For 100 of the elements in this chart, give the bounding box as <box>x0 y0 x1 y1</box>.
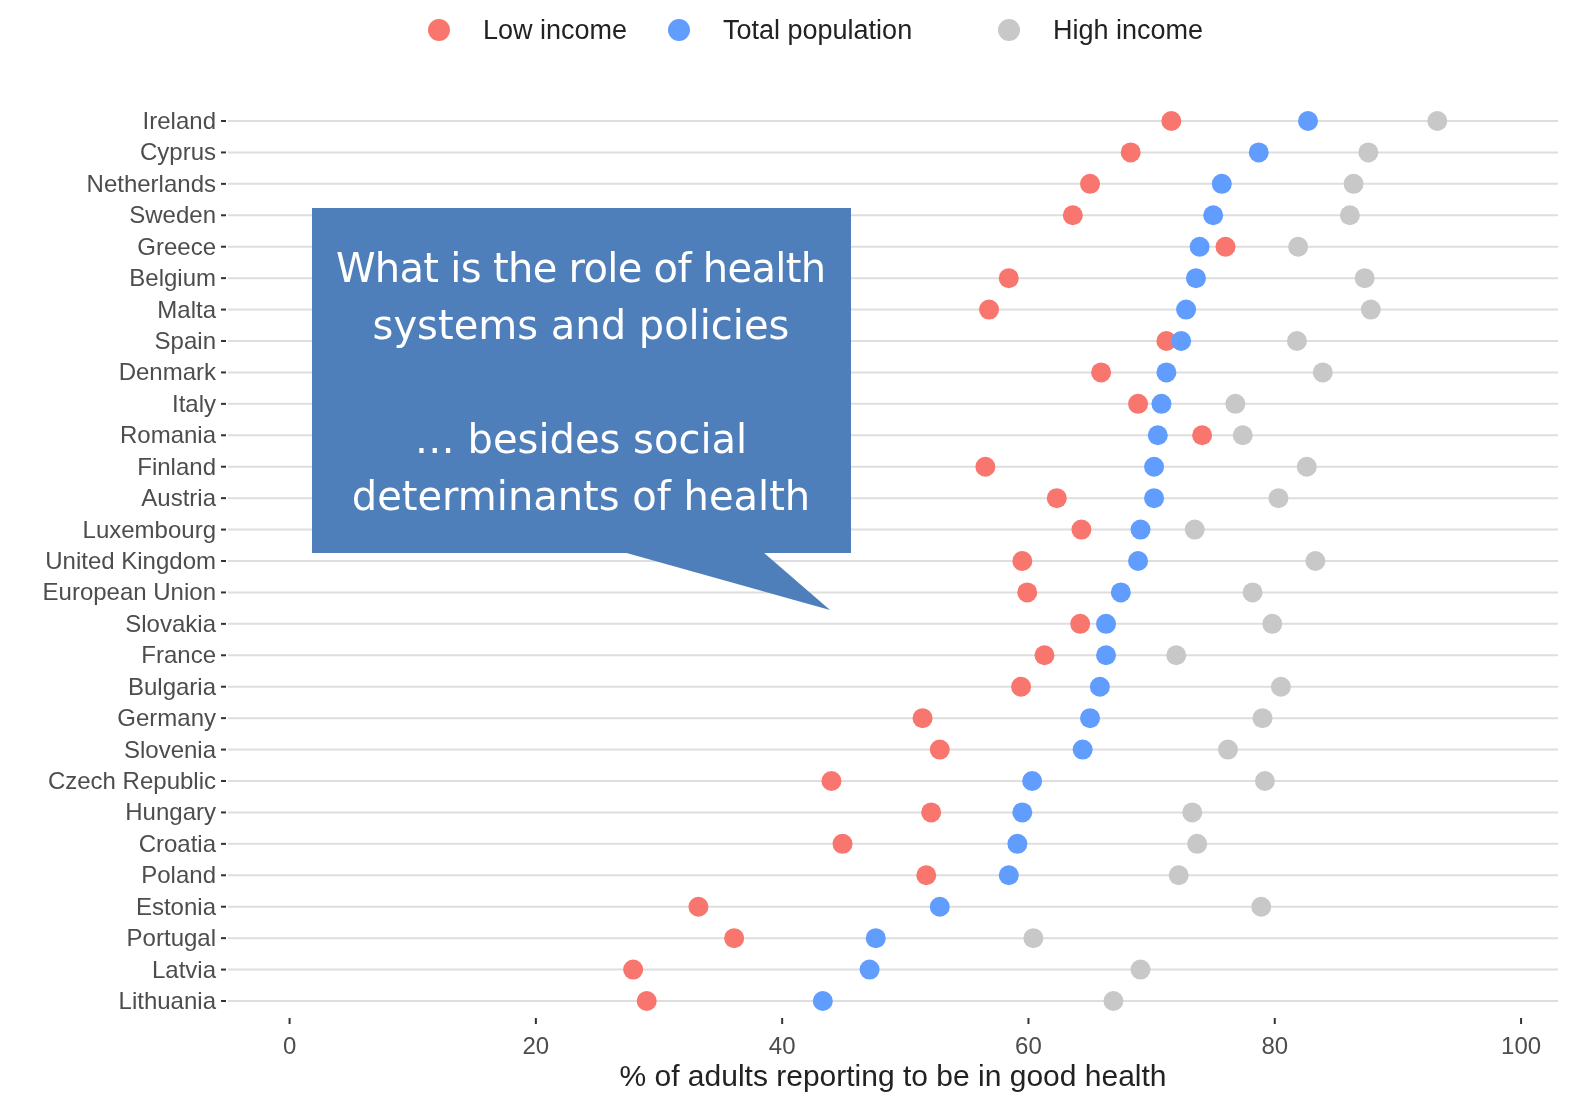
point <box>636 991 657 1011</box>
point <box>1046 488 1067 509</box>
x-tick-label: 0 <box>282 1032 297 1059</box>
point <box>1120 142 1141 163</box>
y-tick-label: Ireland <box>142 107 216 134</box>
point <box>979 299 1000 320</box>
point <box>1130 519 1151 540</box>
point <box>1270 676 1291 697</box>
point <box>916 865 937 886</box>
point <box>912 708 933 729</box>
legend-label: High income <box>1053 15 1204 45</box>
point <box>1168 865 1189 886</box>
point <box>1192 425 1213 446</box>
legend-label: Total population <box>723 15 913 45</box>
point <box>1017 582 1038 603</box>
y-tick-label: Cyprus <box>139 138 216 166</box>
point <box>1254 771 1275 791</box>
point <box>865 928 886 949</box>
x-tick-label: 100 <box>1501 1032 1542 1059</box>
point <box>1185 268 1206 289</box>
point <box>1343 173 1364 194</box>
point <box>1225 393 1246 414</box>
point <box>821 771 842 791</box>
point <box>1096 613 1117 634</box>
y-tick-label: Bulgaria <box>127 672 217 700</box>
point <box>1232 425 1253 446</box>
point <box>1296 456 1317 477</box>
point <box>1034 645 1055 666</box>
point <box>1007 833 1028 854</box>
y-tick-label: Croatia <box>138 829 217 857</box>
point <box>1070 613 1091 634</box>
point <box>1184 519 1205 540</box>
y-tick-label: Lithuania <box>118 987 217 1014</box>
point <box>1242 582 1263 603</box>
point <box>1128 393 1149 414</box>
point <box>929 739 950 760</box>
point <box>1166 645 1187 666</box>
point <box>998 865 1019 886</box>
point <box>1156 362 1177 383</box>
point <box>1110 582 1131 603</box>
point <box>1144 456 1165 477</box>
point <box>1022 771 1043 791</box>
y-tick-label: Luxembourg <box>82 515 216 543</box>
point <box>1360 299 1381 320</box>
point <box>1252 708 1273 729</box>
annotation: … besides social determinants of health <box>351 416 811 519</box>
y-tick-label: Germany <box>117 704 216 732</box>
point <box>1012 551 1033 571</box>
point <box>1312 362 1333 383</box>
point <box>1128 551 1149 571</box>
point <box>1144 488 1165 509</box>
point <box>1023 928 1044 949</box>
y-tick-label: Hungary <box>125 798 216 826</box>
point <box>1203 205 1224 226</box>
point <box>1251 896 1272 917</box>
y-tick-label: Italy <box>171 389 216 417</box>
point <box>1268 488 1289 509</box>
point <box>1339 205 1360 226</box>
point <box>1161 111 1182 131</box>
point <box>859 959 880 980</box>
point <box>1147 425 1168 446</box>
point <box>1012 802 1033 823</box>
point <box>1187 833 1208 854</box>
y-tick-label: United Kingdom <box>45 547 216 574</box>
point <box>929 896 950 917</box>
point <box>1298 111 1319 131</box>
point <box>1176 299 1197 320</box>
y-tick-label: Sweden <box>129 201 216 229</box>
y-tick-label: Czech Republic <box>47 767 216 794</box>
point <box>1072 739 1093 760</box>
y-tick-label: European Union <box>42 578 216 606</box>
point <box>1096 645 1117 666</box>
point <box>1358 142 1379 163</box>
point <box>1091 362 1112 383</box>
point <box>812 991 833 1011</box>
x-axis-title: % of adults reporting to be in good health <box>619 1059 1167 1092</box>
y-tick-label: Estonia <box>135 892 217 920</box>
point <box>1427 111 1448 131</box>
point <box>1011 676 1032 697</box>
point <box>1103 991 1124 1011</box>
point <box>998 268 1019 289</box>
point <box>832 833 853 854</box>
y-tick-label: Portugal <box>126 924 216 952</box>
point <box>1215 236 1236 257</box>
point <box>1171 331 1192 351</box>
point <box>1189 236 1210 257</box>
point <box>688 896 709 917</box>
point <box>1182 802 1203 823</box>
annotation: What is the role of health systems and policies <box>336 245 826 348</box>
x-tick-label: 60 <box>1015 1032 1042 1059</box>
point <box>1080 708 1101 729</box>
x-tick-label: 40 <box>768 1032 796 1059</box>
point <box>975 456 996 477</box>
point <box>1288 236 1309 257</box>
point <box>921 802 942 823</box>
y-tick-label: Finland <box>137 452 216 480</box>
point <box>1217 739 1238 760</box>
point <box>1248 142 1269 163</box>
point <box>1286 331 1307 351</box>
point <box>1262 613 1283 634</box>
